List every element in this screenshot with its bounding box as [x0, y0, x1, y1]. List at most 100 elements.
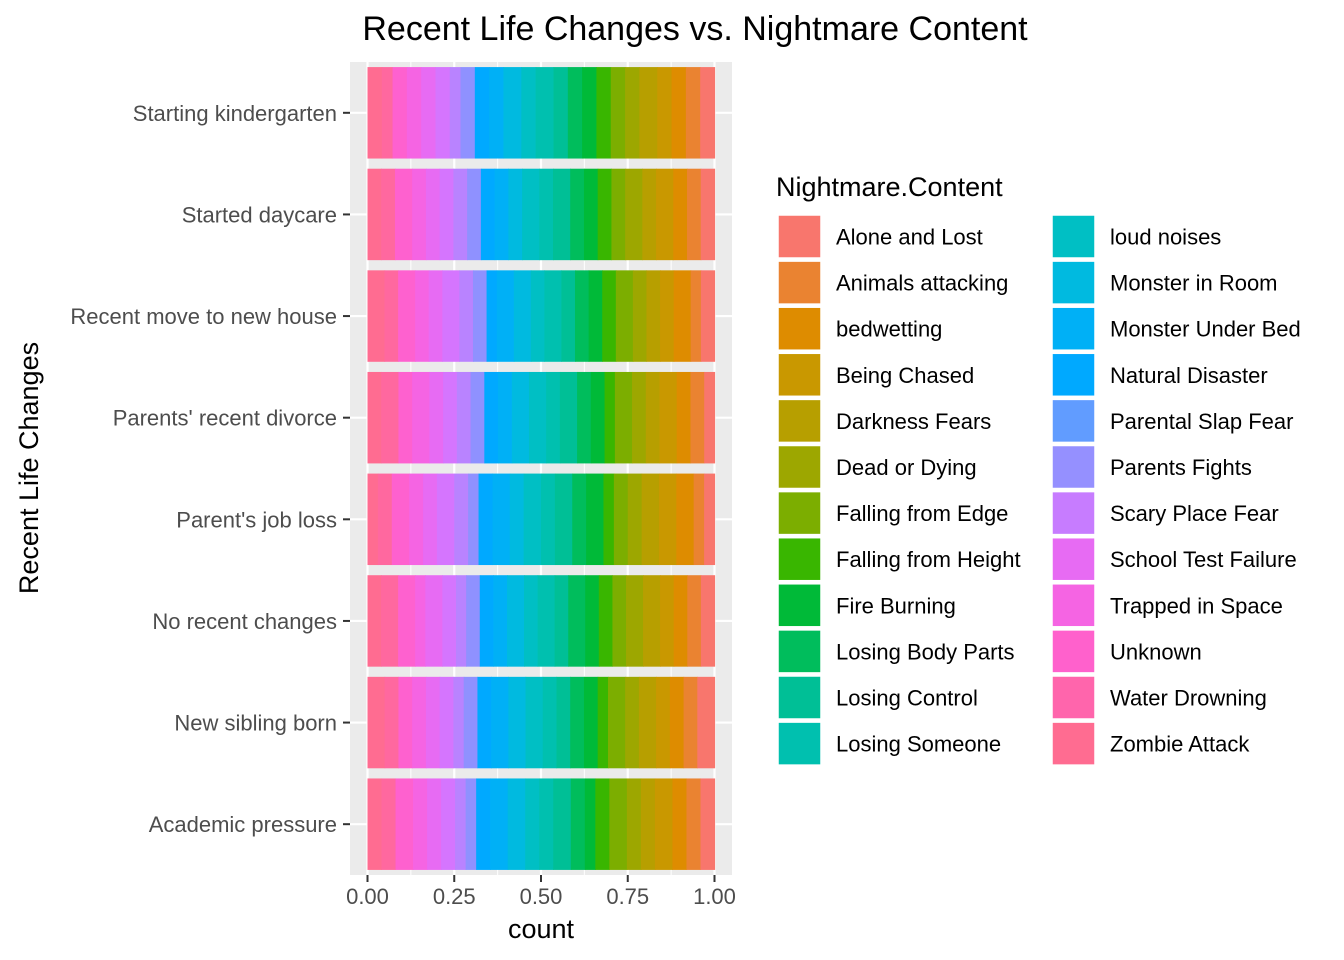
y-tick-label: Started daycare — [182, 202, 337, 227]
bar-segment — [598, 575, 614, 667]
bar-segment — [542, 676, 558, 769]
bar-segment — [490, 778, 509, 870]
bar-segment — [398, 676, 413, 769]
bar-segment — [625, 67, 640, 159]
bar-segment — [466, 575, 481, 667]
bar-segment — [582, 67, 598, 159]
bar-segment — [429, 371, 444, 464]
bar-segment — [572, 473, 587, 566]
bar-segment — [641, 473, 660, 566]
legend-key — [777, 214, 822, 259]
bar-segment — [585, 575, 600, 667]
bar-segment — [508, 168, 523, 261]
bar-segment — [614, 371, 633, 464]
bar-segment — [570, 168, 585, 261]
chart-title: Recent Life Changes vs. Nightmare Conten… — [362, 10, 1028, 48]
bar-segment — [486, 270, 498, 362]
bar-segment — [367, 67, 383, 159]
legend-label: Fire Burning — [836, 593, 956, 618]
legend-key — [1051, 490, 1096, 536]
bar-segment — [577, 371, 592, 464]
bar-segment — [570, 778, 586, 870]
bar-segment — [660, 270, 675, 362]
bar-segment — [367, 778, 383, 870]
bar-segment — [672, 778, 688, 870]
legend-key — [1051, 536, 1096, 582]
bar-segment — [553, 778, 572, 870]
bar-segment — [525, 778, 540, 870]
bar-segment — [465, 778, 477, 870]
bar-segment — [586, 473, 605, 566]
bar-segment — [521, 67, 537, 159]
bar-segment — [456, 371, 472, 464]
bar-segment — [642, 168, 657, 261]
bar-segment — [494, 168, 509, 261]
bar-segment — [474, 67, 490, 159]
legend-label: Falling from Height — [836, 547, 1021, 572]
bar-segment — [615, 270, 634, 362]
bar-segment — [700, 67, 716, 159]
bar-segment — [625, 168, 643, 261]
bar-segment — [611, 168, 626, 261]
bar-segment — [381, 575, 399, 667]
bar-segment — [643, 575, 661, 667]
bar-segment — [546, 371, 561, 464]
bar-segment — [640, 778, 656, 870]
bar-segment — [607, 676, 626, 769]
bar-segment — [509, 473, 525, 566]
legend-label: Unknown — [1110, 639, 1202, 664]
bar-segment — [612, 575, 627, 667]
bar-segment — [645, 371, 661, 464]
bar-segment — [690, 270, 702, 362]
bar-segment — [700, 270, 716, 362]
bar-segment — [523, 473, 542, 566]
bar-segment — [506, 575, 525, 667]
y-tick-label: Parents' recent divorce — [113, 406, 337, 431]
bar-segment — [654, 778, 674, 870]
x-tick-label: 0.00 — [346, 884, 389, 909]
bar-segment — [595, 778, 610, 870]
bar-segment — [367, 168, 382, 261]
bar-segment — [626, 778, 642, 870]
bar-segment — [367, 676, 386, 769]
bar-segment — [604, 371, 616, 464]
bar-segment — [626, 575, 644, 667]
bar-segment — [685, 67, 701, 159]
legend-key — [777, 444, 822, 490]
bar-segment — [412, 168, 427, 261]
bar-segment — [496, 270, 515, 362]
legend-label: loud noises — [1110, 225, 1221, 250]
x-tick-label: 0.25 — [433, 884, 476, 909]
bar-segment — [491, 676, 509, 769]
legend-label: Falling from Edge — [836, 501, 1008, 526]
bar-segment — [470, 371, 485, 464]
bar-segment — [427, 778, 442, 870]
bar-segment — [492, 473, 511, 566]
y-tick-label: Recent move to new house — [70, 304, 337, 329]
legend-key — [1051, 352, 1096, 398]
legend-key — [1051, 583, 1096, 628]
bar-segment — [583, 168, 599, 261]
legend-key — [777, 398, 822, 444]
bar-segment — [423, 473, 438, 566]
bar-segment — [480, 168, 496, 261]
bar-segment — [693, 473, 705, 566]
bar-segment — [539, 168, 554, 261]
bar-segment — [561, 270, 576, 362]
bar-segment — [442, 575, 457, 667]
bar-segment — [459, 270, 474, 362]
bar-segment — [673, 270, 692, 362]
legend-key — [1051, 214, 1096, 259]
bar-segment — [556, 676, 571, 769]
legend-label: Losing Control — [836, 686, 978, 711]
legend-label: Water Drowning — [1110, 686, 1267, 711]
legend-label: Parental Slap Fear — [1110, 409, 1293, 434]
bar-segment — [468, 473, 480, 566]
bar-segment — [646, 270, 661, 362]
bar-segment — [442, 270, 460, 362]
bar-segment — [535, 67, 555, 159]
legend-label: School Test Failure — [1110, 547, 1297, 572]
x-tick-label: 0.50 — [520, 884, 563, 909]
bar-segment — [704, 371, 716, 464]
